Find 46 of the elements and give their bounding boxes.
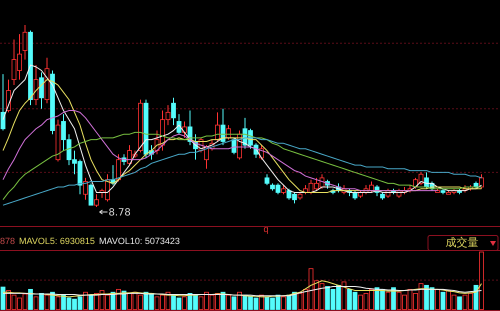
bar: [342, 282, 346, 310]
candlestick: [220, 108, 226, 146]
candlestick: [34, 64, 38, 106]
bar: [28, 288, 33, 310]
candlestick: [6, 79, 11, 113]
bar: [88, 294, 94, 310]
text: 878: [0, 236, 16, 246]
candlestick: [281, 184, 286, 195]
text: MAVOL10: 5073423: [99, 236, 180, 246]
candlestick: [479, 174, 484, 190]
text: 成交量: [446, 236, 478, 249]
candlestick: [171, 97, 176, 126]
candlestick: [22, 24, 28, 60]
text: 8.78: [108, 208, 131, 218]
candlestick: [182, 120, 187, 138]
bar: [34, 296, 38, 310]
bar: [391, 287, 396, 310]
candlestick: [264, 174, 270, 186]
bar: [220, 292, 226, 310]
bar: [237, 292, 242, 310]
candlestick: [116, 154, 121, 182]
bar: [457, 296, 462, 310]
candlestick: [215, 112, 220, 142]
bar: [232, 296, 236, 310]
candlestick: [39, 72, 44, 110]
candlestick: [0, 74, 6, 132]
bar: [182, 296, 187, 310]
bar: [226, 294, 231, 310]
bar: [281, 296, 286, 310]
candlestick: [88, 182, 94, 206]
candlestick: [94, 194, 99, 208]
bar: [116, 288, 121, 310]
bar: [474, 284, 478, 310]
bar: [56, 296, 60, 310]
bar: [479, 252, 484, 310]
bar: [435, 288, 440, 310]
bar: [44, 294, 50, 310]
bar: [386, 292, 390, 310]
bar: [83, 292, 88, 310]
candlestick: [83, 177, 88, 200]
text: MAVOL5: 6930815: [19, 236, 95, 246]
text: q: [263, 224, 269, 234]
candlestick: [352, 190, 358, 200]
bar: [440, 292, 446, 310]
bar: [0, 286, 6, 310]
bar: [39, 293, 44, 310]
